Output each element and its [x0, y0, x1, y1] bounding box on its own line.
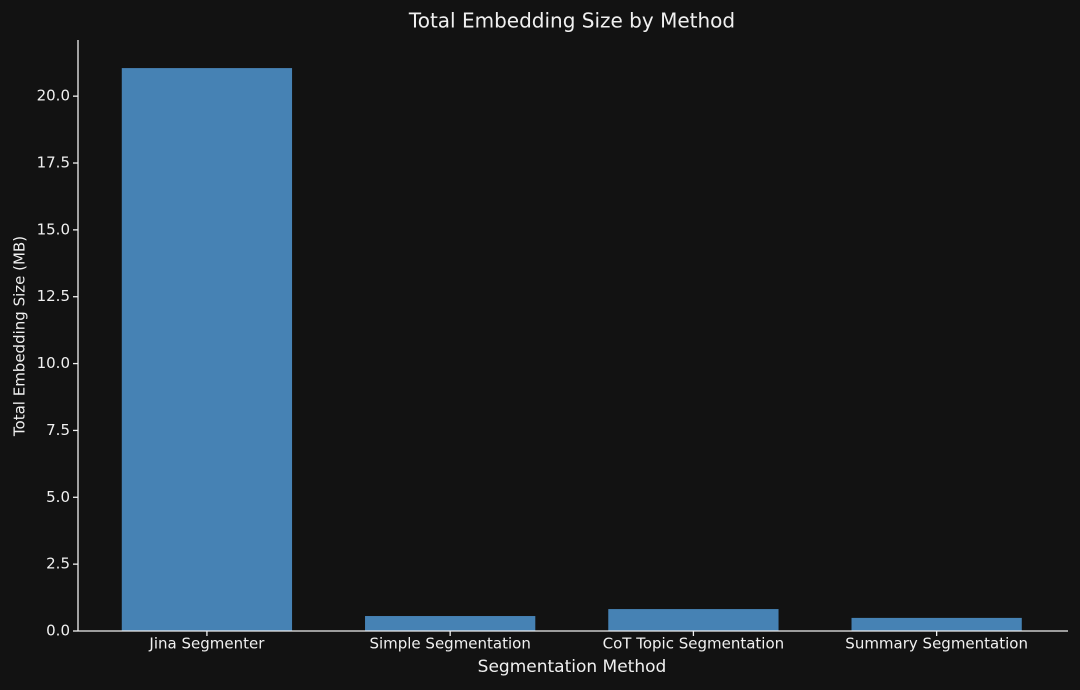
chart-title: Total Embedding Size by Method [408, 9, 735, 33]
x-tick-label: CoT Topic Segmentation [603, 635, 785, 653]
y-tick-label: 2.5 [46, 555, 70, 573]
y-tick-label: 5.0 [46, 488, 70, 506]
bar [851, 617, 1022, 631]
bar [608, 609, 779, 631]
y-tick-label: 12.5 [37, 287, 70, 305]
x-axis-label: Segmentation Method [478, 657, 667, 677]
bar [121, 68, 293, 632]
x-tick-label: Summary Segmentation [845, 635, 1028, 653]
bar [365, 616, 536, 631]
x-tick-label: Jina Segmenter [148, 635, 265, 653]
y-tick-label: 0.0 [46, 622, 70, 640]
x-tick-label: Simple Segmentation [369, 635, 530, 653]
y-tick-label: 10.0 [37, 354, 70, 372]
y-tick-label: 20.0 [37, 87, 70, 105]
y-axis-label: Total Embedding Size (MB) [11, 236, 29, 437]
y-tick-label: 17.5 [37, 154, 70, 172]
y-tick-label: 7.5 [46, 421, 70, 439]
y-tick-label: 15.0 [37, 220, 70, 238]
